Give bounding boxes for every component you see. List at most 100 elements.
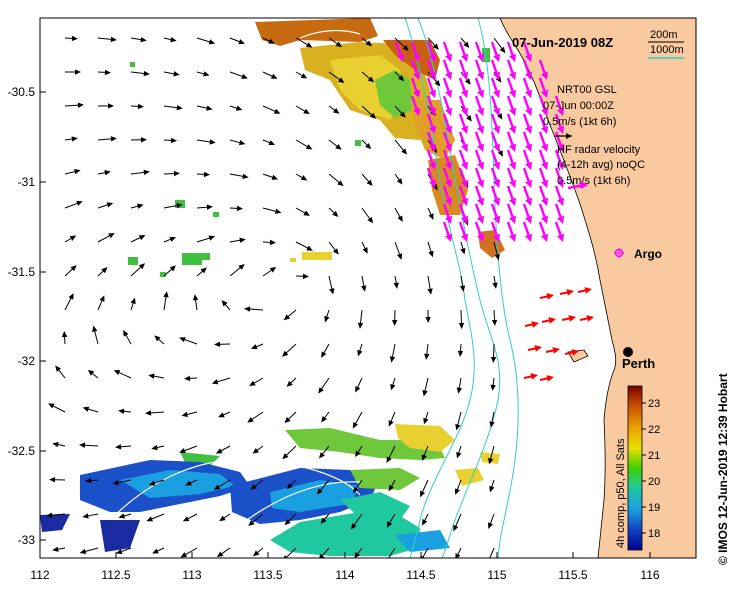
model-arrow bbox=[79, 442, 99, 448]
model-arrow bbox=[130, 36, 147, 43]
model-arrow bbox=[229, 173, 249, 180]
radar-arrow bbox=[522, 77, 533, 98]
radar-arrow bbox=[554, 167, 565, 188]
model-arrow bbox=[394, 37, 409, 52]
plot-frame bbox=[39, 17, 697, 559]
model-arrow bbox=[455, 547, 462, 558]
radar-arrow bbox=[554, 203, 565, 224]
model-arrow bbox=[82, 513, 99, 519]
radar-arrow bbox=[474, 167, 485, 188]
model-arrow bbox=[97, 170, 111, 176]
y-tick-31-5: -31.5 bbox=[8, 265, 46, 279]
perth-dot bbox=[623, 347, 633, 357]
model-arrow bbox=[422, 377, 429, 397]
radar-arrow bbox=[522, 95, 533, 116]
model-arrow bbox=[283, 547, 297, 558]
model-arrow bbox=[130, 169, 150, 176]
model-legend: NRT00 GSL 07-Jun 00:00Z 0.5m/s (1kt 6h) bbox=[543, 84, 617, 139]
radar-arrow bbox=[442, 131, 453, 152]
radar-arrow bbox=[458, 131, 469, 152]
model-arrow bbox=[425, 309, 431, 323]
red-arrow bbox=[539, 375, 554, 382]
model-arrow bbox=[388, 411, 396, 427]
radar-arrow bbox=[458, 113, 469, 134]
model-arrow bbox=[163, 137, 177, 144]
model-arrow bbox=[196, 204, 213, 210]
model-arrow bbox=[316, 479, 330, 495]
model-arrow bbox=[262, 239, 276, 246]
model-arrow bbox=[357, 343, 363, 357]
model-arrow bbox=[244, 306, 264, 312]
model-arrow bbox=[97, 202, 114, 209]
y-tick-30-5: -30.5 bbox=[8, 85, 46, 99]
svg-text:18: 18 bbox=[648, 528, 660, 540]
model-arrow bbox=[457, 343, 464, 357]
radar-arrow bbox=[554, 221, 565, 242]
radar-arrow bbox=[426, 41, 437, 62]
model-arrow bbox=[179, 445, 198, 454]
argo-cross bbox=[614, 248, 624, 258]
model-arrow bbox=[282, 343, 297, 357]
model-arrow bbox=[361, 173, 373, 186]
red-arrow bbox=[541, 317, 556, 324]
model-arrow bbox=[295, 105, 310, 115]
radar-arrow bbox=[426, 95, 437, 116]
model-arrow bbox=[229, 139, 246, 146]
radar-arrow bbox=[474, 221, 485, 242]
radar-arrow bbox=[426, 113, 437, 134]
model-arrow bbox=[319, 547, 330, 558]
radar-arrow bbox=[490, 59, 501, 80]
model-arrow bbox=[295, 71, 308, 79]
model-arrow bbox=[64, 35, 78, 42]
radar-arrow bbox=[538, 113, 549, 134]
radar-arrow bbox=[506, 203, 517, 224]
model-arrow bbox=[196, 105, 213, 111]
svg-text:22: 22 bbox=[648, 424, 660, 436]
model-arrow bbox=[354, 547, 363, 558]
model-arrow bbox=[250, 343, 264, 350]
radar-arrow bbox=[474, 41, 485, 62]
radar-arrow bbox=[458, 95, 469, 116]
radar-arrow bbox=[442, 221, 453, 242]
svg-text:-31: -31 bbox=[18, 175, 36, 189]
radar-arrow bbox=[458, 185, 469, 206]
model-arrow bbox=[328, 139, 342, 150]
model-arrow bbox=[221, 300, 231, 311]
svg-text:114: 114 bbox=[335, 568, 354, 582]
model-arrow bbox=[295, 273, 309, 280]
model-arrow bbox=[46, 512, 66, 518]
y-tick-32: -32 bbox=[18, 354, 46, 368]
model-arrow bbox=[216, 547, 231, 558]
model-arrow bbox=[493, 37, 506, 54]
radar-arrow bbox=[490, 149, 501, 170]
model-arrow bbox=[321, 411, 330, 423]
svg-text:19: 19 bbox=[648, 502, 660, 514]
model-arrow bbox=[328, 275, 335, 295]
model-arrow bbox=[148, 479, 165, 486]
radar-arrow bbox=[410, 95, 421, 116]
radar-arrow bbox=[538, 203, 549, 224]
radar-arrow bbox=[442, 113, 453, 134]
x-tick-112-5: 112.5 bbox=[101, 552, 131, 582]
colorbar-tick-19: 19 bbox=[642, 502, 660, 514]
radar-arrow bbox=[490, 41, 501, 62]
colorbar-tick-20: 20 bbox=[642, 476, 660, 488]
model-arrow bbox=[181, 411, 198, 418]
model-arrow bbox=[386, 445, 396, 464]
model-arrow bbox=[489, 547, 495, 558]
contour-legend-1000m: 1000m bbox=[650, 44, 684, 56]
radar-arrow bbox=[538, 77, 549, 98]
radar-arrow bbox=[538, 185, 549, 206]
y-tick-32-5: -32.5 bbox=[8, 444, 46, 458]
y-tick-31: -31 bbox=[18, 175, 46, 189]
radar-arrow bbox=[522, 149, 533, 170]
x-tick-112: 112 bbox=[30, 552, 50, 582]
svg-text:115.5: 115.5 bbox=[558, 568, 587, 582]
colorbar-label: 4h comp, p50, All Sats bbox=[615, 438, 627, 548]
radar-arrow bbox=[554, 95, 565, 116]
model-arrow bbox=[79, 547, 99, 554]
model-arrow bbox=[392, 309, 398, 326]
model-arrow bbox=[489, 411, 495, 428]
radar-arrow bbox=[474, 95, 485, 116]
radar-legend-title: HF radar velocity bbox=[557, 144, 641, 156]
